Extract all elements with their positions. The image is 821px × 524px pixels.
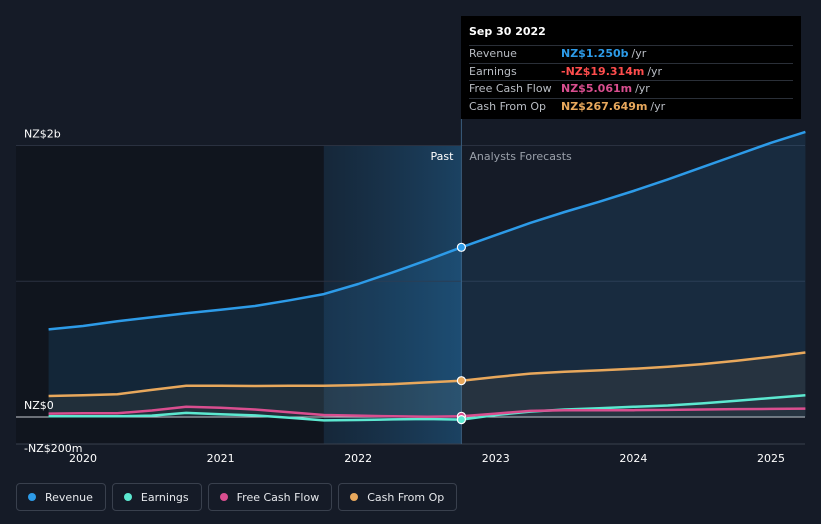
past-label: Past xyxy=(430,150,454,163)
legend-item-cash-from-op[interactable]: Cash From Op xyxy=(338,483,458,511)
fcf-dot-icon xyxy=(219,493,228,501)
tooltip-row-value: -NZ$19.314m xyxy=(561,64,645,78)
x-tick-label: 2022 xyxy=(344,452,372,465)
legend-label: Revenue xyxy=(45,490,93,504)
legend-item-free-cash-flow[interactable]: Free Cash Flow xyxy=(207,483,333,511)
tooltip-row-unit: /yr xyxy=(631,47,647,60)
tooltip-row-value: NZ$267.649m xyxy=(561,99,648,113)
x-tick-label: 2021 xyxy=(207,452,235,465)
tooltip-row: Free Cash Flow NZ$5.061m/yr xyxy=(469,81,793,99)
tooltip-row-label: Revenue xyxy=(469,47,517,60)
highlight-region xyxy=(323,145,462,444)
legend-item-earnings[interactable]: Earnings xyxy=(111,483,202,511)
tooltip-rows: Revenue NZ$1.250b/yr Earnings -NZ$19.314m/y… xyxy=(469,46,793,115)
legend-label: Cash From Op xyxy=(367,490,445,504)
tooltip-row: Cash From Op NZ$267.649m/yr xyxy=(469,99,793,116)
fcf-line xyxy=(48,405,806,418)
cfo-marker xyxy=(456,376,466,386)
tooltip-panel: Sep 30 2022 Revenue NZ$1.250b/yr Earnings -… xyxy=(461,16,801,119)
cfo-dot-icon xyxy=(350,493,359,501)
revenue-line xyxy=(48,130,806,331)
x-tick-label: 2024 xyxy=(619,452,647,465)
tooltip-row: Earnings -NZ$19.314m/yr xyxy=(469,64,793,81)
earnings-marker xyxy=(456,415,466,425)
chart-legend: Revenue Earnings Free Cash Flow Cash From O… xyxy=(16,483,458,511)
y-axis-label: -NZ$200m xyxy=(24,442,82,455)
earnings-line xyxy=(48,394,806,422)
earnings-dot-icon xyxy=(123,493,132,501)
legend-label: Earnings xyxy=(140,490,189,504)
x-tick-label: 2025 xyxy=(757,452,785,465)
revenue-dot-icon xyxy=(28,493,36,501)
tooltip-row-label: Earnings xyxy=(469,64,517,78)
tooltip-date: Sep 30 2022 xyxy=(469,25,793,46)
tooltip-row-label: Free Cash Flow xyxy=(469,82,552,95)
cash-from-op-area xyxy=(48,352,806,417)
legend-item-revenue[interactable]: Revenue xyxy=(16,483,106,511)
tooltip-row-label: Cash From Op xyxy=(469,99,547,113)
tooltip-row-value: NZ$5.061m xyxy=(561,82,633,95)
tooltip-row-value: NZ$1.250b xyxy=(561,47,629,60)
x-tick-label: 2023 xyxy=(482,452,510,465)
revenue-area xyxy=(48,131,806,417)
x-tick-label: 2020 xyxy=(69,452,97,465)
y-axis-label: NZ$0 xyxy=(24,399,54,412)
series-lines-layer xyxy=(48,130,806,422)
y-axis-label: NZ$2b xyxy=(24,128,61,141)
markers-layer xyxy=(456,242,466,425)
tooltip-row-unit: /yr xyxy=(635,82,650,95)
tooltip-row-unit: /yr xyxy=(647,64,663,78)
legend-label: Free Cash Flow xyxy=(236,490,320,504)
cfo-line xyxy=(48,351,806,398)
revenue-marker xyxy=(456,242,466,252)
tooltip-row: Revenue NZ$1.250b/yr xyxy=(469,46,793,64)
area-layer xyxy=(48,131,806,417)
forecast-label: Analysts Forecasts xyxy=(469,150,572,163)
tooltip-row-unit: /yr xyxy=(650,99,666,113)
